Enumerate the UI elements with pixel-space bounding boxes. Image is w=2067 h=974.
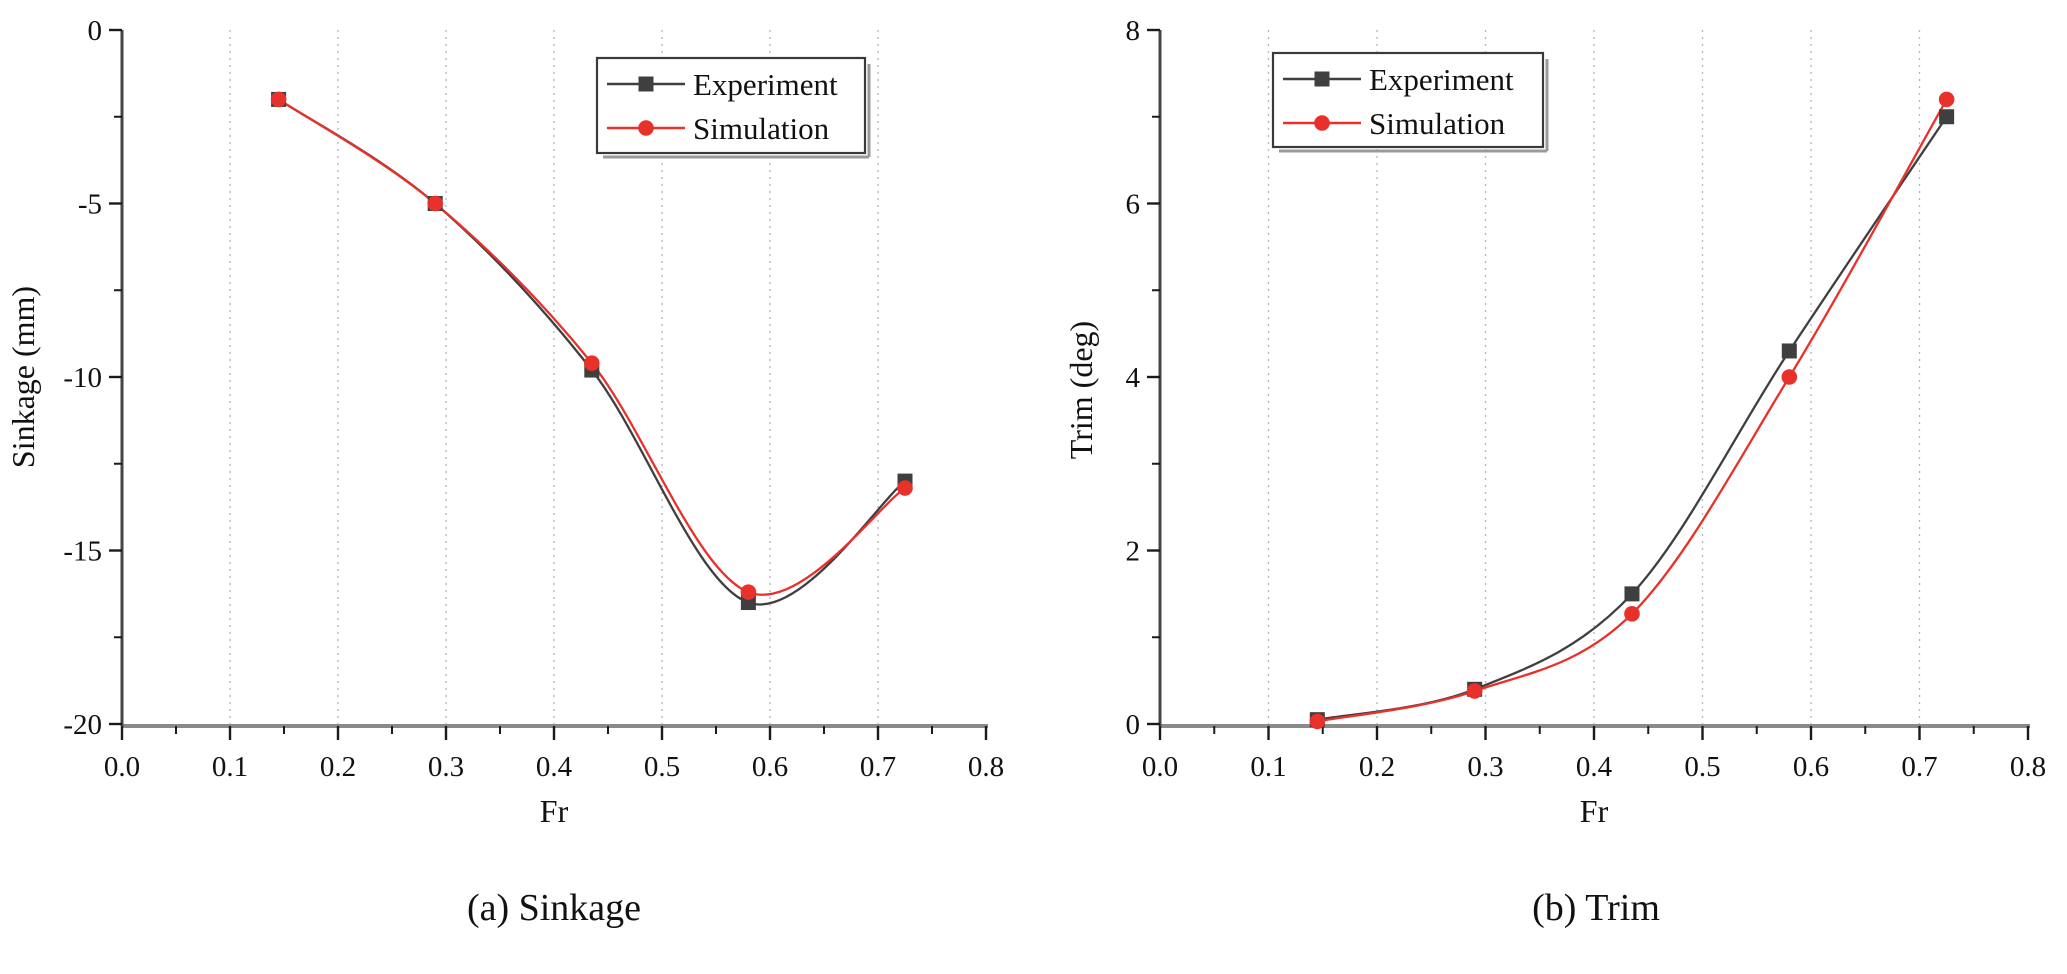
x-tick-label: 0.7 (1901, 751, 1937, 783)
experiment-curve (1317, 116, 1948, 721)
x-tick-label: 0.0 (1142, 751, 1178, 783)
y-tick-label: -5 (78, 189, 102, 221)
simulation-curve (1317, 98, 1948, 723)
x-tick-label: 0.1 (1250, 751, 1286, 783)
sinkage-x-ticks: 0.0 0.1 0.2 0.3 0.4 0.5 0.6 0.7 0.8 (104, 726, 1004, 783)
data-point-marker (1781, 369, 1798, 385)
data-point-marker (740, 584, 757, 600)
x-tick-label: 0.0 (104, 751, 140, 783)
x-tick-label: 0.2 (320, 751, 356, 783)
trim-caption: (b) Trim (1532, 887, 1660, 929)
x-tick-label: 0.8 (968, 751, 1004, 783)
x-tick-label: 0.8 (2010, 751, 2046, 783)
x-tick-label: 0.6 (1793, 751, 1829, 783)
x-tick-label: 0.2 (1359, 751, 1395, 783)
x-tick-label: 0.5 (1684, 751, 1720, 783)
data-point-marker (1938, 91, 1955, 108)
simulation-curve (277, 98, 906, 596)
data-point-marker (584, 355, 600, 371)
legend-marker-square (638, 76, 654, 92)
x-tick-label: 0.4 (536, 751, 573, 783)
y-tick-label: -10 (63, 362, 102, 394)
legend-label-simulation: Simulation (1369, 106, 1506, 141)
data-point-marker (1466, 683, 1483, 699)
trim-panel: 0.0 0.1 0.2 0.3 0.4 0.5 0.6 0.7 0.8 0 2 4 6 8 Fr Trim (… (1032, 0, 2067, 974)
legend-marker-square (1314, 71, 1330, 87)
x-tick-label: 0.4 (1576, 751, 1613, 783)
simulation-markers (270, 91, 913, 600)
x-tick-label: 0.5 (644, 751, 680, 783)
legend-label-experiment: Experiment (1369, 62, 1514, 97)
trim-y-ticks: 0 2 4 6 8 (1126, 15, 1160, 741)
simulation-markers (1309, 91, 1955, 730)
x-tick-label: 0.3 (1467, 751, 1503, 783)
x-tick-label: 0.3 (428, 751, 464, 783)
experiment-curve (277, 98, 906, 606)
legend-marker-circle (1314, 115, 1330, 131)
y-tick-label: -20 (63, 709, 102, 741)
y-tick-label: 8 (1126, 15, 1141, 47)
sinkage-y-axis-label: Sinkage (mm) (5, 286, 41, 468)
data-point-marker (1781, 343, 1797, 359)
y-tick-label: 4 (1126, 362, 1141, 394)
legend-label-simulation: Simulation (693, 111, 830, 146)
trim-x-ticks: 0.0 0.1 0.2 0.3 0.4 0.5 0.6 0.7 0.8 (1142, 726, 2046, 783)
data-point-marker (1309, 713, 1326, 730)
trim-x-axis-label: Fr (1580, 793, 1609, 829)
sinkage-caption: (a) Sinkage (466, 887, 642, 929)
data-point-marker (270, 91, 287, 108)
y-tick-label: -15 (63, 536, 102, 568)
legend-label-experiment: Experiment (693, 67, 838, 102)
sinkage-chart-svg: 0.0 0.1 0.2 0.3 0.4 0.5 0.6 0.7 0.8 0 -5 -10 -15 -20 F… (5, 15, 1004, 829)
sinkage-legend: Experiment Simulation (595, 56, 871, 159)
y-tick-label: 2 (1126, 536, 1141, 568)
legend-marker-circle (638, 120, 654, 136)
sinkage-x-axis-label: Fr (540, 793, 569, 829)
y-tick-label: 0 (1126, 709, 1141, 741)
x-tick-label: 0.1 (212, 751, 248, 783)
trim-y-axis-label: Trim (deg) (1063, 321, 1099, 459)
x-tick-label: 0.6 (752, 751, 788, 783)
trim-legend: Experiment Simulation (1271, 51, 1549, 153)
x-tick-label: 0.7 (860, 751, 896, 783)
y-tick-label: 6 (1126, 189, 1141, 221)
experiment-markers (271, 91, 913, 611)
data-point-marker (897, 480, 913, 496)
data-point-marker (427, 195, 444, 212)
trim-chart-svg: 0.0 0.1 0.2 0.3 0.4 0.5 0.6 0.7 0.8 0 2 4 6 8 Fr Trim (… (1063, 15, 2046, 829)
data-point-marker (1939, 109, 1955, 125)
sinkage-y-ticks: 0 -5 -10 -15 -20 (63, 15, 122, 741)
y-tick-label: 0 (88, 15, 103, 47)
experiment-markers (1309, 109, 1955, 728)
sinkage-panel: 0.0 0.1 0.2 0.3 0.4 0.5 0.6 0.7 0.8 0 -5 -10 -15 -20 F… (5, 15, 1004, 929)
data-point-marker (1624, 606, 1640, 622)
data-point-marker (1624, 586, 1640, 602)
